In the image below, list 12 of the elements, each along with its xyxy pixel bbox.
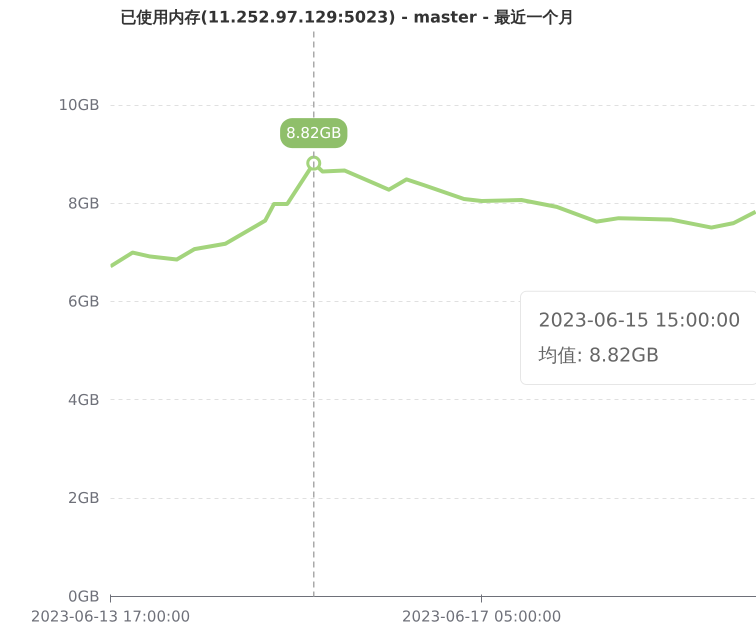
annotation: 8.82GB xyxy=(286,124,342,142)
y-tick-label: 0GB xyxy=(68,588,100,606)
y-tick-label: 8GB xyxy=(68,194,100,212)
y-tick-label: 6GB xyxy=(68,292,100,311)
text: 均值: 8.82GB xyxy=(538,344,660,366)
y-tick-label: 10GB xyxy=(58,96,100,114)
x-tick-label: 2023-06-13 17:00:00 xyxy=(30,608,190,626)
chart-title: 已使用内存(11.252.97.129:5023) - master - 最近一个月 xyxy=(120,8,575,26)
y-tick-label: 4GB xyxy=(68,390,100,409)
x-tick-label: 2023-06-17 05:00:00 xyxy=(402,608,562,626)
annotation: 2023-06-15 15:00:00 xyxy=(538,309,740,332)
y-tick-label: 2GB xyxy=(68,489,100,508)
